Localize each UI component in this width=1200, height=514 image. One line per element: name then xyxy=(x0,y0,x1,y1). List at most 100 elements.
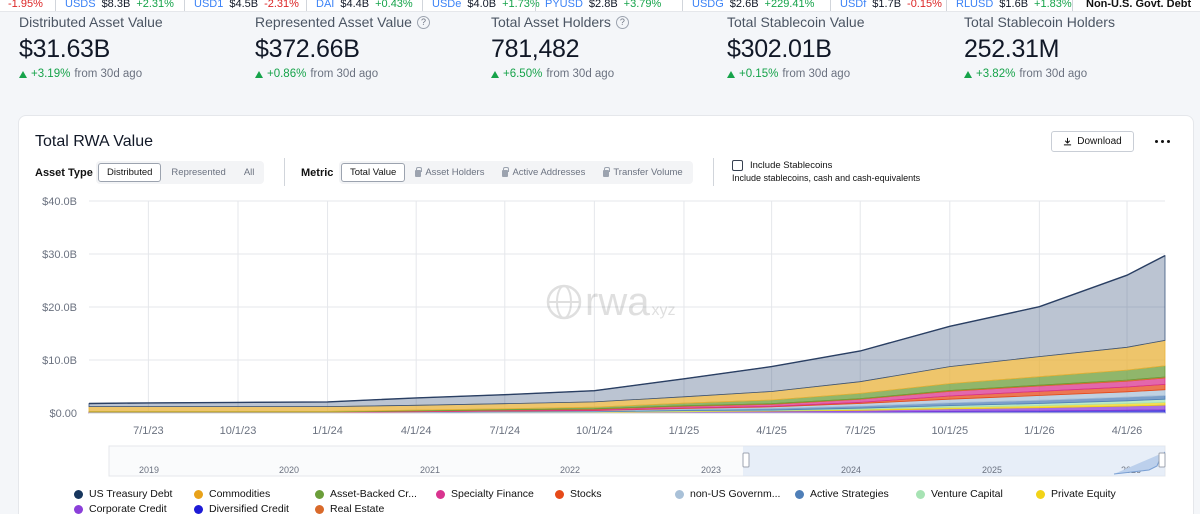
ticker-item[interactable]: PYUSD $2.8B +3.79% xyxy=(537,0,661,11)
ticker-change: -1.95% xyxy=(8,0,43,10)
legend-item[interactable]: Diversified Credit xyxy=(194,503,289,514)
legend-item[interactable]: Stocks xyxy=(555,488,602,500)
y-tick-label: $10.0B xyxy=(42,355,77,367)
ticker-change: +2.31% xyxy=(136,0,174,10)
ticker-change: -2.31% xyxy=(264,0,299,10)
legend-item[interactable]: Specialty Finance xyxy=(436,488,534,500)
legend-swatch xyxy=(675,489,684,499)
legend-label: Venture Capital xyxy=(931,488,1003,500)
navigator-year-label: 2023 xyxy=(701,465,721,475)
navigator-selection xyxy=(743,446,1165,476)
ticker-separator xyxy=(1072,0,1073,11)
legend-swatch xyxy=(916,489,925,499)
legend-item[interactable]: Venture Capital xyxy=(916,488,1003,500)
ticker-change: +1.83% xyxy=(1034,0,1072,10)
x-tick-label: 4/1/26 xyxy=(1112,425,1143,437)
stat-card: Represented Asset Value? $372.66B +0.86% fr… xyxy=(255,14,430,80)
ticker-separator xyxy=(55,0,56,11)
asset-type-option-all[interactable]: All xyxy=(243,167,255,178)
stat-card: Distributed Asset Value $31.63B +3.19% from… xyxy=(19,14,163,80)
up-arrow-icon xyxy=(255,70,263,78)
ticker-item[interactable]: DAI $4.4B +0.43% xyxy=(308,0,413,11)
stat-value: $302.01B xyxy=(727,35,832,63)
ticker-item[interactable]: USDG $2.6B +229.41% xyxy=(684,0,814,11)
download-button[interactable]: Download xyxy=(1051,131,1134,152)
watermark-suffix: .xyz xyxy=(647,302,675,319)
legend-item[interactable]: Commodities xyxy=(194,488,270,500)
ticker-category[interactable]: Non-U.S. Govt. Debt xyxy=(1086,0,1192,10)
navigator-year-label: 2019 xyxy=(139,465,159,475)
stat-change-percent: +0.15% xyxy=(739,68,779,80)
stat-change-period: from 30d ago xyxy=(310,68,379,80)
metric-option-transfer-volume[interactable]: Transfer Volume xyxy=(595,163,690,182)
legend-label: Commodities xyxy=(209,488,271,500)
legend-label: Corporate Credit xyxy=(89,503,167,514)
navigator-handle-left[interactable] xyxy=(742,452,750,468)
ticker-symbol: USD1 xyxy=(194,0,224,10)
x-tick-label: 1/1/24 xyxy=(312,425,343,437)
x-tick-label: 1/1/26 xyxy=(1024,425,1055,437)
legend-item[interactable]: Active Strategies xyxy=(795,488,889,500)
ticker-value: $4.4B xyxy=(340,0,370,10)
include-stablecoins-description: Include stablecoins, cash and cash-equiv… xyxy=(732,173,921,183)
legend-item[interactable]: Asset-Backed Cr... xyxy=(315,488,417,500)
total-value-line xyxy=(88,254,1166,405)
info-icon[interactable]: ? xyxy=(416,15,430,29)
legend-swatch xyxy=(315,489,324,499)
metric-option-total-value[interactable]: Total Value xyxy=(341,163,406,182)
ticker-value: $1.7B xyxy=(872,0,902,10)
stat-change: +0.86% from 30d ago xyxy=(255,68,430,80)
ticker-item[interactable]: USDf $1.7B -0.15% xyxy=(832,0,942,11)
ticker-item[interactable]: RLUSD $1.6B +1.83% xyxy=(948,0,1072,11)
stat-label-text: Total Asset Holders xyxy=(491,14,611,30)
asset-type-option-represented[interactable]: Represented xyxy=(171,167,226,178)
asset-type-option-distributed[interactable]: Distributed xyxy=(98,163,162,182)
ticker-symbol: RLUSD xyxy=(956,0,994,10)
ticker-symbol: PYUSD xyxy=(545,0,583,10)
legend-item[interactable]: Real Estate xyxy=(315,503,384,514)
ticker-symbol: USDf xyxy=(840,0,867,10)
stat-change: +0.15% from 30d ago xyxy=(727,68,865,80)
up-arrow-icon xyxy=(964,70,972,78)
ticker-separator xyxy=(946,0,947,11)
ticker-separator xyxy=(830,0,831,11)
stat-value: $372.66B xyxy=(255,35,360,63)
stat-card: Total Stablecoin Holders 252.31M +3.82% fro… xyxy=(964,14,1115,80)
ticker-item[interactable]: USDe $4.0B +1.73% xyxy=(424,0,540,11)
ticker-item[interactable]: -1.95% xyxy=(0,0,43,11)
legend-swatch xyxy=(194,489,203,499)
legend-swatch xyxy=(315,504,324,514)
stat-change-percent: +6.50% xyxy=(503,68,543,80)
ticker-item[interactable]: USD1 $4.5B -2.31% xyxy=(186,0,299,11)
ticker-separator xyxy=(535,0,536,11)
legend-item[interactable]: Private Equity xyxy=(1036,488,1116,500)
legend-item[interactable]: US Treasury Debt xyxy=(74,488,172,500)
ticker-symbol: DAI xyxy=(316,0,335,10)
legend-swatch xyxy=(1036,489,1045,499)
stat-value: 252.31M xyxy=(964,35,1060,63)
include-stablecoins-checkbox[interactable] xyxy=(732,160,743,171)
metric-option-active-addresses[interactable]: Active Addresses xyxy=(494,163,593,182)
info-icon[interactable]: ? xyxy=(615,15,629,29)
stat-card: Total Asset Holders? 781,482 +6.50% from 30… xyxy=(491,14,629,80)
legend-label: Real Estate xyxy=(330,503,385,514)
navigator-handle-right[interactable] xyxy=(1158,452,1166,468)
metric-option-asset-holders[interactable]: Asset Holders xyxy=(407,163,492,182)
stablecoin-ticker: -1.95% USDS $8.3B +2.31% USD1 $4.5B -2.31% DAI $… xyxy=(0,0,1200,12)
stat-label: Total Asset Holders? xyxy=(491,14,629,30)
rwa-area-chart[interactable]: $40.0B $30.0B $20.0B $10.0B $0.00 7/1/23 10/1/… xyxy=(19,191,1195,501)
lock-icon xyxy=(502,167,510,177)
ticker-item[interactable]: USDS $8.3B +2.31% xyxy=(57,0,174,11)
legend-item[interactable]: Corporate Credit xyxy=(74,503,167,514)
navigator-year-label: 2025 xyxy=(982,465,1002,475)
y-tick-label: $20.0B xyxy=(42,302,77,314)
total-rwa-value-card: Total RWA Value Download Asset Type Dist… xyxy=(18,115,1194,514)
y-tick-label: $0.00 xyxy=(49,408,77,420)
more-options-icon[interactable] xyxy=(1152,133,1172,149)
x-tick-label: 10/1/23 xyxy=(220,425,257,437)
navigator-year-label: 2021 xyxy=(420,465,440,475)
stat-label: Represented Asset Value? xyxy=(255,14,430,30)
stat-label: Total Stablecoin Value xyxy=(727,14,865,30)
stat-label: Total Stablecoin Holders xyxy=(964,14,1115,30)
legend-item[interactable]: non-US Governm... xyxy=(675,488,780,500)
